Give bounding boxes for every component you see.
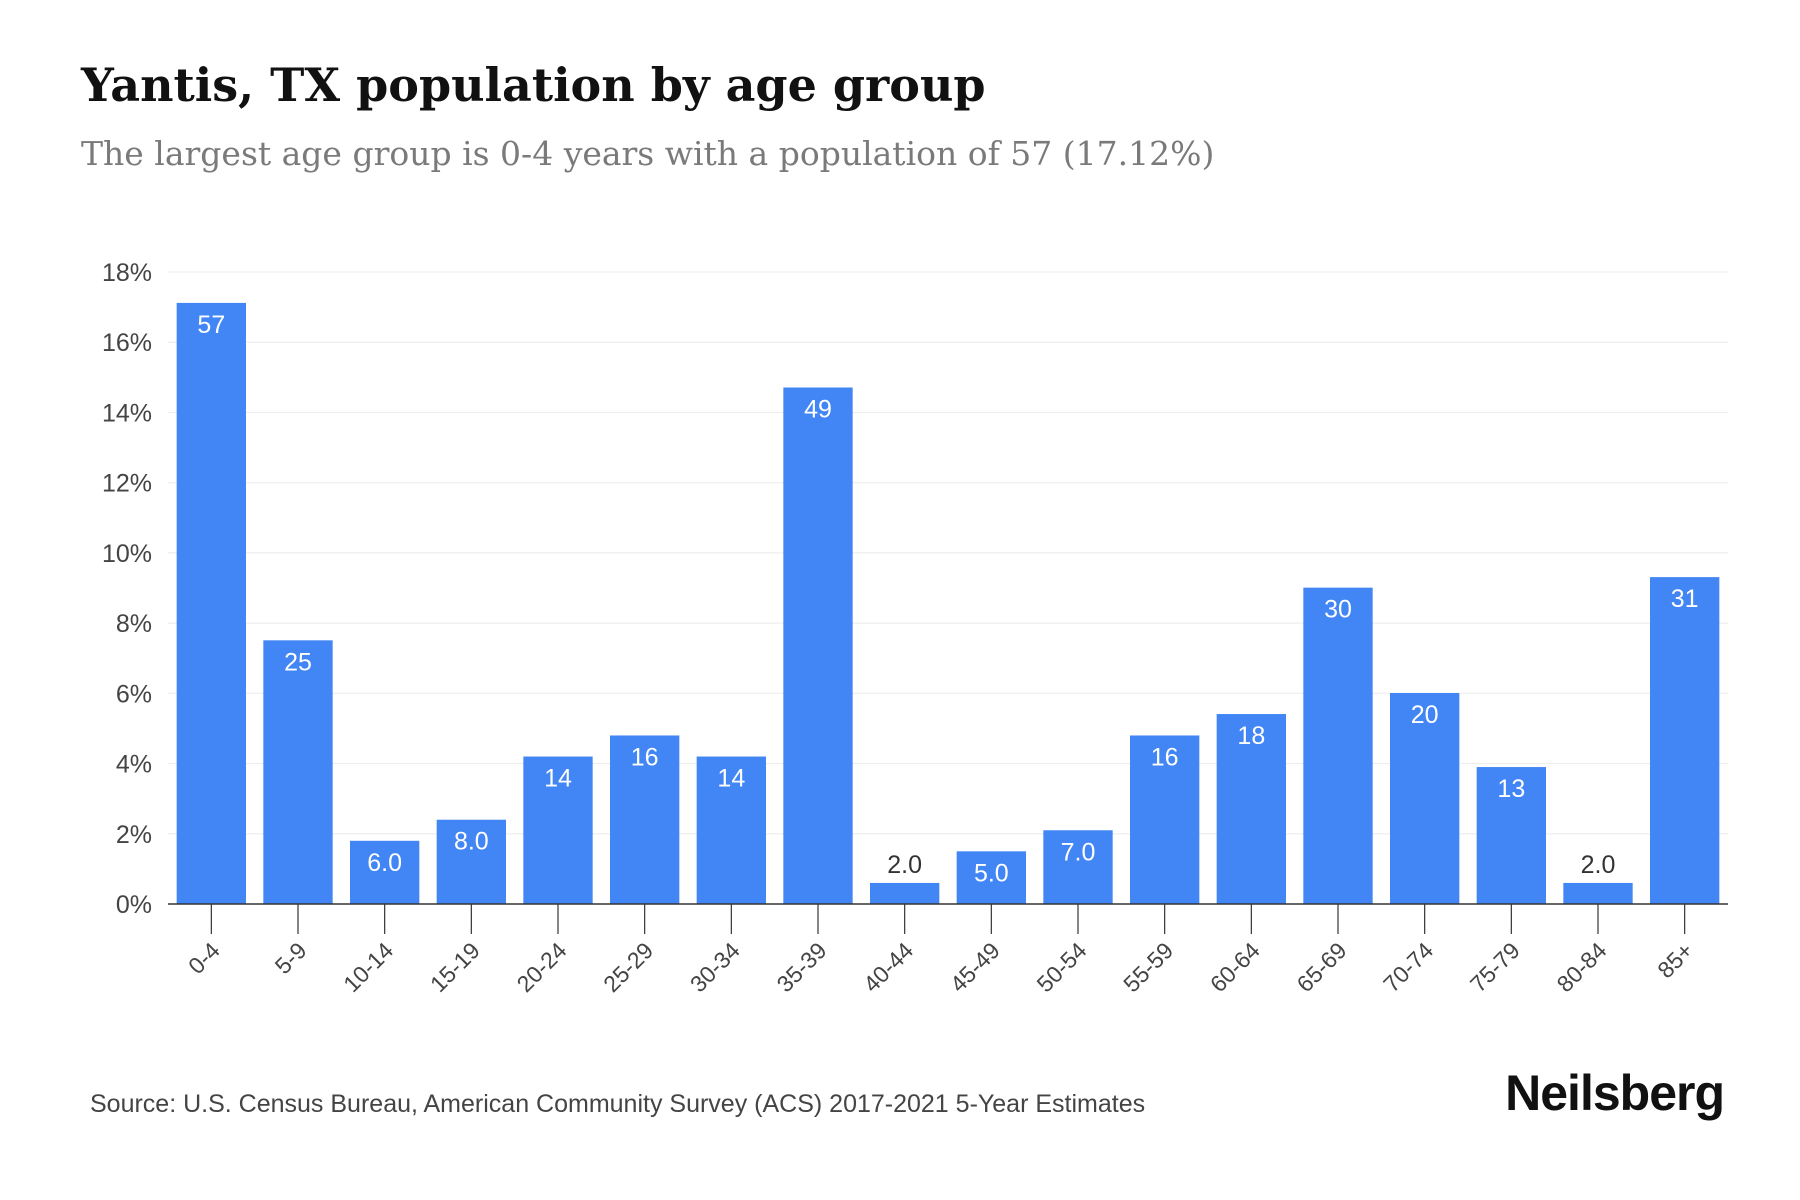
x-tick-label: 80-84: [1552, 937, 1612, 997]
x-tick-label: 10-14: [338, 937, 398, 997]
x-tick-label: 60-64: [1205, 937, 1265, 997]
bar-value-label: 25: [284, 648, 312, 676]
x-tick-label: 40-44: [858, 937, 918, 997]
bar-value-label: 8.0: [454, 828, 489, 856]
x-tick-label: 50-54: [1032, 937, 1092, 997]
x-tick-label: 5-9: [270, 937, 312, 979]
bar-value-label: 16: [1151, 743, 1179, 771]
bar: [1043, 830, 1113, 904]
bar: [1130, 735, 1200, 904]
bar: [1563, 882, 1633, 904]
bar-value-label: 14: [544, 765, 572, 793]
x-tick-label: 85+: [1652, 937, 1698, 983]
x-tick-label: 65-69: [1292, 937, 1352, 997]
bar-chart: 0% 2% 4% 6% 8% 10% 12% 14% 16% 18% 57 0-4 25 5-9 6.0 10…: [102, 259, 1728, 997]
bar: [783, 387, 853, 904]
bar-value-label: 5.0: [974, 859, 1009, 887]
x-tick-label: 30-34: [685, 937, 745, 997]
bar-value-label: 6.0: [367, 849, 402, 877]
bar: [176, 302, 246, 904]
x-tick-label: 15-19: [425, 937, 485, 997]
bar-value-label: 2.0: [1581, 851, 1616, 879]
bar-value-label: 30: [1324, 596, 1352, 624]
bar-value-label: 16: [631, 743, 659, 771]
y-tick-label: 6%: [116, 680, 152, 708]
x-tick-label: 35-39: [772, 937, 832, 997]
y-tick-label: 10%: [102, 540, 152, 568]
bar: [1476, 767, 1546, 904]
x-tick-label: 75-79: [1465, 937, 1525, 997]
bar-value-label: 49: [804, 396, 832, 424]
y-tick-label: 2%: [116, 821, 152, 849]
x-tick-label: 25-29: [598, 937, 658, 997]
brand-logo: Neilsberg: [1505, 1065, 1725, 1121]
x-tick-label: 70-74: [1378, 937, 1438, 997]
bar: [956, 851, 1026, 904]
chart-title: Yantis, TX population by age group: [81, 58, 986, 112]
bar-value-label: 14: [717, 765, 745, 793]
bar: [436, 819, 506, 904]
bar: [610, 735, 680, 904]
x-tick-label: 45-49: [945, 937, 1005, 997]
bar: [1650, 577, 1720, 904]
bar-value-label: 13: [1497, 775, 1525, 803]
bar: [870, 882, 940, 904]
y-tick-label: 14%: [102, 399, 152, 427]
x-tick-label: 0-4: [183, 937, 225, 979]
bar: [1303, 587, 1373, 904]
y-tick-label: 4%: [116, 751, 152, 779]
y-tick-label: 0%: [116, 891, 152, 919]
x-tick-label: 20-24: [512, 937, 572, 997]
bar-value-label: 2.0: [887, 851, 922, 879]
y-tick-label: 8%: [116, 610, 152, 638]
bar: [1390, 692, 1460, 904]
bar-value-label: 18: [1237, 722, 1265, 750]
y-tick-label: 18%: [102, 259, 152, 287]
bar-value-label: 20: [1411, 701, 1439, 729]
bar: [263, 640, 333, 904]
bar-value-label: 31: [1671, 585, 1699, 613]
bar: [696, 756, 766, 904]
x-tick-label: 55-59: [1118, 937, 1178, 997]
y-tick-label: 12%: [102, 470, 152, 498]
source-note: Source: U.S. Census Bureau, American Com…: [90, 1090, 1146, 1118]
bar: [1216, 714, 1286, 904]
bar: [350, 840, 420, 904]
bar: [523, 756, 593, 904]
bar-value-label: 57: [197, 311, 225, 339]
y-tick-label: 16%: [102, 329, 152, 357]
chart-subtitle: The largest age group is 0-4 years with …: [81, 134, 1215, 173]
bar-value-label: 7.0: [1061, 838, 1096, 866]
